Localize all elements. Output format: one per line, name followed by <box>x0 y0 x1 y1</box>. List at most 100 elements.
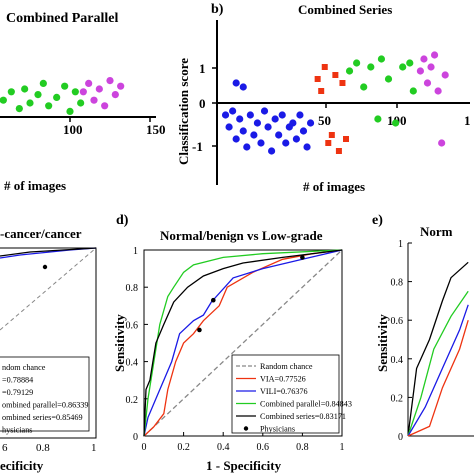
panel-b-point-blue <box>246 111 254 119</box>
panel-d-curve-red <box>143 249 343 437</box>
panel-b-point-blue <box>306 119 315 127</box>
panel-d-title: Normal/benign vs Low-grade <box>160 228 323 243</box>
panel-d-curve-blue <box>143 249 343 437</box>
panel-c-roc-top <box>0 247 97 257</box>
panel-c-random-line <box>0 247 97 331</box>
panel-c-legend-label: ombined parallel=0.86339 <box>2 401 88 410</box>
panel-e-curve-black <box>407 261 469 437</box>
panel-e-ytick-label: 0.4 <box>391 355 404 366</box>
panel-e-ytick-label: 0 <box>398 432 403 443</box>
panel-a-point-green <box>66 107 74 115</box>
panel-b-point-blue <box>268 147 276 155</box>
panel-d-legend-label: Combined parallel=0.84843 <box>260 400 352 409</box>
panel-b-point-blue <box>250 131 258 139</box>
panel-a-point-green <box>7 88 15 96</box>
panel-c-xlabel: ecificity <box>0 458 44 473</box>
panel-b-xtick-label: 1 <box>464 113 471 128</box>
panel-c-legend-label: ndom chance <box>2 363 46 372</box>
panel-a-point-purple <box>85 79 93 87</box>
panel-e-curve-red <box>407 320 469 437</box>
panel-b-point-blue <box>239 127 247 135</box>
panel-a-points <box>0 77 125 115</box>
panel-d-ytick-label: 0.8 <box>126 283 139 294</box>
panel-d-ylabel: Sensitivity <box>112 314 127 372</box>
panel-b-point-green <box>374 115 382 123</box>
panel-d: d) Normal/benign vs Low-grade 00 0.2 0.2 0.… <box>112 213 352 473</box>
panel-b-point-red <box>321 64 328 70</box>
panel-a-point-purple <box>111 91 119 99</box>
panel-b-ytick-label: -1 <box>192 139 203 154</box>
panel-a-point-green <box>77 99 85 107</box>
panel-a-point-purple <box>101 102 109 110</box>
panel-c-title: -cancer/cancer <box>0 226 82 241</box>
panel-b-point-blue <box>303 143 311 151</box>
panel-b-point-red <box>325 140 332 146</box>
panel-a-xtick-label: 100 <box>63 122 83 137</box>
panel-d-xtick-label: 0 <box>142 442 147 453</box>
panel-b-ytick-label: 0 <box>199 96 206 111</box>
panel-a-xlabel: # of images <box>4 178 66 193</box>
panel-c-roc-top <box>0 247 97 259</box>
panel-b-point-blue <box>232 135 240 143</box>
panel-a-title: Combined Parallel <box>6 11 118 26</box>
panel-b-point-blue <box>289 119 297 127</box>
panel-b-point-purple <box>416 67 424 75</box>
panel-c-plot-frame <box>0 247 97 439</box>
panel-b-points <box>221 51 449 155</box>
panel-a-point-green <box>21 85 29 93</box>
panel-d-physician-point <box>300 255 305 260</box>
panel-b-point-blue <box>221 111 230 119</box>
panel-d-xtick-label: 0.8 <box>296 442 309 453</box>
panel-d-xtick-label: 0.6 <box>257 442 270 453</box>
panel-a: Combined Parallel 100 150 # of images <box>0 11 166 193</box>
panel-d-legend-label: VIA=0.77526 <box>260 375 306 384</box>
panel-a-point-green <box>71 88 79 96</box>
panel-e-curve-blue <box>407 304 469 437</box>
panel-c-xtick-label: 0.8 <box>36 442 50 454</box>
panel-b-point-red <box>328 132 335 138</box>
panel-a-point-purple <box>95 85 103 93</box>
panel-b-point-green <box>367 63 375 71</box>
panel-b-point-green <box>377 55 386 63</box>
panel-e-ytick-label: 1 <box>398 239 403 250</box>
panel-d-curve-gray <box>143 249 343 437</box>
panel-b-point-blue <box>271 115 279 123</box>
panel-b-point-blue <box>299 127 308 135</box>
panel-c-legend-box <box>0 356 90 432</box>
panel-d-xtick-label: 1 <box>340 442 345 453</box>
panel-e-ytick-label: 0.6 <box>391 316 404 327</box>
panel-e-title: Norm <box>420 224 453 239</box>
panel-b-point-blue <box>260 107 269 115</box>
panel-b-point-blue <box>225 123 233 131</box>
panel-a-point-green <box>26 99 34 107</box>
panel-d-ytick-label: 0.6 <box>126 320 139 331</box>
panel-b-point-green <box>353 59 361 67</box>
panel-b-point-blue <box>236 115 244 123</box>
panel-d-legend-marker <box>243 426 249 431</box>
panel-b-point-green <box>409 87 417 95</box>
panel-d-curve-black <box>143 249 343 437</box>
panel-d-curve-green <box>143 249 343 437</box>
panel-a-point-green <box>53 93 61 101</box>
panel-b-point-purple <box>441 71 449 79</box>
panel-b-point-purple <box>420 55 428 63</box>
panel-b-title: Combined Series <box>298 2 392 17</box>
panel-b-point-blue <box>278 111 286 119</box>
panel-d-physician-point <box>211 297 216 303</box>
panel-a-point-green <box>39 79 47 87</box>
panel-b-point-blue <box>253 119 262 127</box>
panel-d-ytick-label: 1 <box>133 246 138 257</box>
panel-b-point-red <box>343 136 349 142</box>
panel-d-legend-box <box>231 354 340 434</box>
panel-c-legend-label: hysicians <box>2 426 32 435</box>
panel-b-point-red <box>318 88 325 94</box>
panel-d-plot-frame <box>143 249 343 437</box>
panel-b-point-purple <box>434 87 442 95</box>
panel-b-point-purple <box>427 63 435 71</box>
panel-b-yticks: 1 0 -1 <box>192 61 217 154</box>
panel-b-xtick-label: 50 <box>318 113 331 128</box>
panel-a-point-green <box>0 96 7 104</box>
panel-d-xtick-label: 0.4 <box>217 442 230 453</box>
panel-d-legend-label: Combined series=0.83171 <box>260 412 346 421</box>
panel-b-point-green <box>360 83 368 91</box>
